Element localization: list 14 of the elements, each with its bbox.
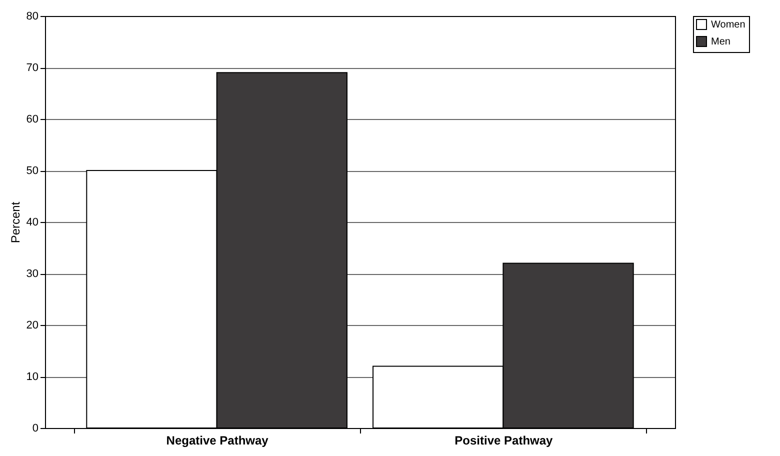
x-tick-label: Positive Pathway: [454, 434, 554, 448]
x-tick-label: Negative Pathway: [166, 434, 269, 448]
y-axis-title: Percent: [8, 201, 22, 244]
legend-label: Women: [711, 20, 746, 30]
y-tick-label: 70: [26, 62, 38, 74]
y-tick-label: 0: [32, 422, 38, 434]
y-tick-label: 30: [26, 268, 38, 280]
legend-label: Men: [711, 36, 730, 48]
y-tick-label: 80: [26, 10, 38, 22]
y-tick-label: 10: [26, 371, 38, 383]
y-tick-label: 20: [26, 320, 38, 332]
y-tick-label: 60: [26, 114, 38, 126]
y-tick-label: 40: [26, 216, 38, 228]
y-tick-label: 50: [26, 165, 38, 177]
